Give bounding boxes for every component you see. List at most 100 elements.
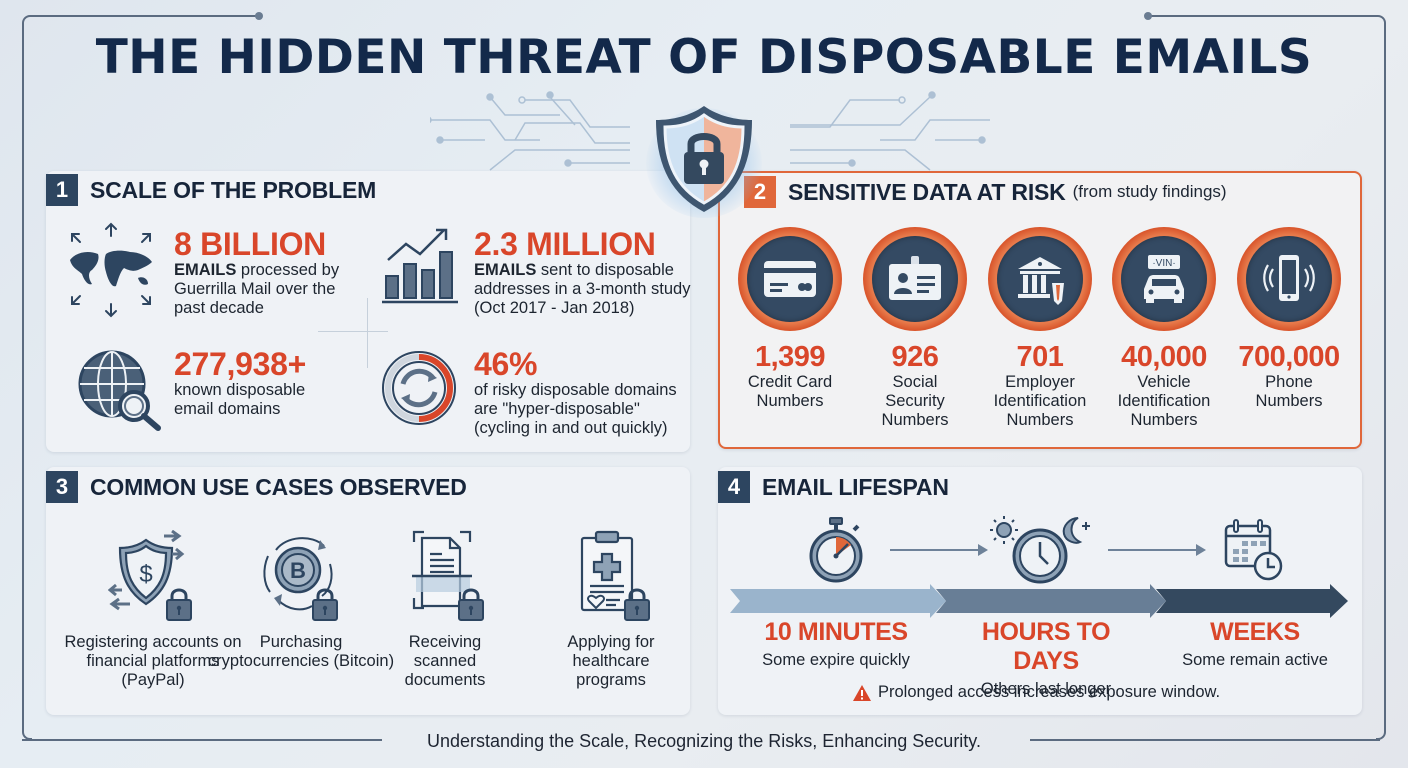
svg-text:·VIN·: ·VIN· (1152, 258, 1175, 269)
use-case-label: Purchasing cryptocurrencies (Bitcoin) (207, 633, 395, 670)
shield-dollar-lock-icon: $ (107, 529, 192, 621)
section-header-use-cases: 3 COMMON USE CASES OBSERVED (46, 471, 467, 503)
day-night-clock-icon (990, 516, 1090, 584)
risk-icon-ring: ·VIN· (1112, 227, 1216, 331)
risk-label: Vehicle Identification Numbers (1117, 373, 1211, 429)
section-number: 3 (46, 471, 78, 503)
frame-right (1376, 340, 1386, 740)
bank-tie-icon (1018, 257, 1064, 305)
risk-item-ein: 701 Employer Identification Numbers (980, 227, 1100, 430)
risk-icon-ring (738, 227, 842, 331)
stat-46-percent: 46% of risky disposable domains are "hyp… (474, 347, 684, 438)
stat-8-billion: 8 BILLION EMAILS processed by Guerrilla … (174, 227, 354, 318)
lifespan-label: Some expire quickly (762, 651, 910, 669)
risk-icon-ring (863, 227, 967, 331)
risk-label: Credit Card Numbers (747, 373, 833, 410)
section-header-risk: 2 SENSITIVE DATA AT RISK (from study fin… (744, 176, 1227, 208)
lifespan-value: HOURS TO DAYS (981, 618, 1111, 675)
lifespan-value: WEEKS (1210, 618, 1300, 646)
risk-icon-ring (988, 227, 1092, 331)
lifespan-stage-minutes: 10 MINUTES Some expire quickly (736, 618, 936, 670)
stat-description: EMAILS sent to disposable addresses in a… (474, 261, 691, 317)
lifespan-label: Some remain active (1182, 651, 1328, 669)
section-header-lifespan: 4 EMAIL LIFESPAN (718, 471, 949, 503)
frame-top-right (1148, 15, 1386, 345)
use-case-label: Registering accounts on financial platfo… (64, 633, 242, 689)
use-case-financial: $ Registering accounts on financial plat… (58, 529, 248, 690)
section-title: SENSITIVE DATA AT RISK (788, 178, 1066, 205)
credit-card-icon (764, 261, 816, 297)
stat-2-3-million: 2.3 MILLION EMAILS sent to disposable ad… (474, 227, 694, 318)
risk-item-vin: ·VIN· 40,000 Vehicle Identification Numb… (1104, 227, 1224, 430)
risk-icon-ring (1237, 227, 1341, 331)
section-title: EMAIL LIFESPAN (762, 473, 949, 500)
frame-bottom-right (1030, 739, 1380, 741)
section-number: 2 (744, 176, 776, 208)
frame-dot (255, 12, 263, 20)
stat-description: of risky disposable domains are "hyper-d… (474, 381, 677, 437)
section-header-scale: 1 SCALE OF THE PROBLEM (46, 174, 376, 206)
risk-label: Phone Numbers (1255, 373, 1323, 410)
divider-horizontal (318, 331, 388, 332)
svg-text:$: $ (139, 561, 152, 588)
id-badge-icon (889, 256, 941, 300)
warning-icon (853, 684, 871, 701)
use-case-scanned-docs: Receiving scanned documents (350, 530, 540, 690)
risk-label: Social Security Numbers (881, 373, 949, 429)
lifespan-value: 10 MINUTES (764, 618, 908, 646)
lifespan-stage-weeks: WEEKS Some remain active (1155, 618, 1355, 670)
arrow-right-icon (1108, 544, 1206, 556)
use-case-healthcare: Applying for healthcare programs (516, 530, 706, 690)
footer-tagline: Understanding the Scale, Recognizing the… (427, 731, 981, 751)
calendar-clock-icon (1224, 519, 1283, 581)
frame-left (22, 340, 32, 740)
stopwatch-icon (809, 517, 863, 583)
use-case-crypto: B Purchasing cryptocurrencies (Bitcoin) (206, 530, 396, 671)
vin-car-icon: ·VIN· (1144, 255, 1184, 303)
globe-search-icon (78, 350, 161, 431)
stat-value: 2.3 MILLION (474, 226, 656, 262)
scanned-document-lock-icon (412, 530, 484, 621)
section-number: 1 (46, 174, 78, 206)
svg-text:B: B (290, 558, 306, 583)
cycle-ring-icon (382, 351, 456, 425)
section-number: 4 (718, 471, 750, 503)
medical-clipboard-lock-icon (580, 530, 650, 621)
stat-value: 277,938+ (174, 346, 306, 382)
arrow-right-icon (890, 544, 988, 556)
section-subtitle: (from study findings) (1072, 182, 1227, 201)
frame-top-left (22, 15, 260, 345)
risk-item-ssn: 926 Social Security Numbers (855, 227, 975, 430)
frame-dot (1144, 12, 1152, 20)
use-case-label: Applying for healthcare programs (567, 633, 655, 689)
circuit-decoration (430, 91, 990, 171)
risk-item-phone: 700,000 Phone Numbers (1229, 227, 1349, 411)
page-title: THE HIDDEN THREAT OF DISPOSABLE EMAILS (95, 30, 1313, 85)
stat-277938-domains: 277,938+ known disposable email domains (174, 347, 344, 419)
divider-vertical (367, 298, 368, 368)
risk-label: Employer Identification Numbers (993, 373, 1087, 429)
risk-value: 926 (891, 341, 939, 373)
risk-value: 701 (1016, 341, 1064, 373)
risk-item-credit-card: 1,399 Credit Card Numbers (730, 227, 850, 411)
panel-scale-of-problem (46, 171, 690, 452)
stat-value: 8 BILLION (174, 226, 326, 262)
shield-lock-icon (656, 106, 752, 212)
frame-bottom-left (22, 739, 382, 741)
warning-text: Prolonged access increases exposure wind… (878, 683, 1221, 701)
section-title: COMMON USE CASES OBSERVED (90, 473, 467, 500)
world-map-arrows-icon (70, 222, 152, 318)
phone-vibrate-icon (1263, 255, 1315, 301)
risk-value: 1,399 (754, 341, 826, 373)
risk-value: 40,000 (1121, 341, 1207, 373)
stat-description: known disposable email domains (174, 381, 306, 418)
bar-chart-trend-icon (382, 228, 458, 304)
bitcoin-lock-icon: B (263, 537, 338, 621)
stat-description: EMAILS processed by Guerrilla Mail over … (174, 261, 340, 317)
timeline-arrows (730, 584, 1348, 618)
shield-lock-emblem (636, 98, 772, 218)
stat-value: 46% (474, 346, 538, 382)
use-case-label: Receiving scanned documents (404, 633, 486, 689)
lifespan-stage-hours-days: HOURS TO DAYS Others last longer (946, 618, 1146, 699)
risk-value: 700,000 (1238, 341, 1340, 373)
